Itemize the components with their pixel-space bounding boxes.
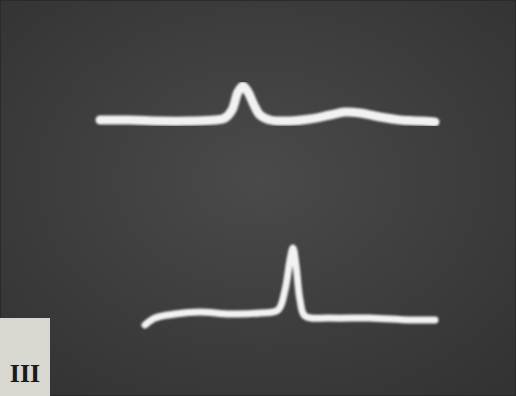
annotation: III [10,359,40,388]
trace-line [145,248,435,325]
trace-line [100,86,435,122]
plot-frame [1,1,516,396]
plot-area [100,86,435,325]
label-background [0,318,50,396]
chart: III [0,0,516,396]
label-plate: III [0,318,50,396]
background [0,0,516,396]
